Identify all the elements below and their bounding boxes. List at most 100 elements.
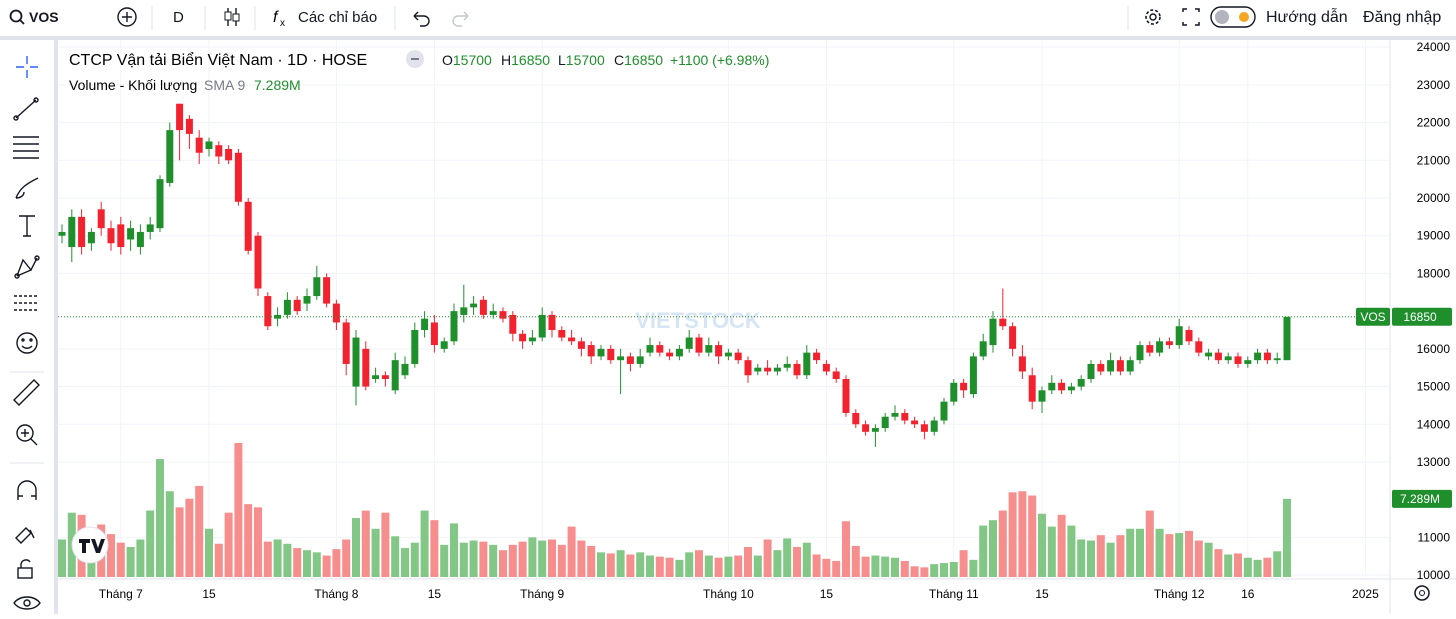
volume-bar [1263,557,1272,577]
volume-bar [597,552,605,577]
candle-body [430,322,438,346]
candle-body [479,299,487,315]
volume-bar [234,443,243,577]
candle-body [1136,345,1144,361]
volume-bar [851,545,860,577]
y-tick-label: 21000 [1417,153,1451,167]
y-tick-label: 13000 [1417,455,1451,469]
candle-body [156,179,164,229]
volume-bar [920,567,929,577]
candle-body [862,424,870,432]
volume-bar [783,538,792,577]
candle-body [460,307,468,315]
candle-body [146,224,154,232]
volume-bar [165,491,174,577]
candle-body [617,356,625,361]
volume-bar [969,559,978,577]
volume-bar [126,546,135,577]
candle-body [842,379,850,413]
y-tick-label: 18000 [1417,266,1451,280]
volume-bar [744,546,752,577]
candle-body [136,231,144,248]
candle-body [538,314,546,338]
volume-bar [695,550,703,577]
interval[interactable]: D [173,9,184,26]
candle-body [744,360,752,376]
login-link[interactable]: Đăng nhập [1363,9,1442,26]
volume-bar [459,542,468,577]
candle-body [626,356,634,364]
volume-value: 7.289M [254,77,301,93]
candle-body [421,318,429,330]
volume-bar [949,561,958,577]
candle-body [783,363,791,368]
candle-body [597,348,605,357]
symbol-badge-label: VOS [1360,310,1385,324]
candle-body [264,296,272,327]
y-tick-label: 16000 [1417,342,1451,356]
volume-bar [1273,551,1282,577]
volume-bar [381,512,390,577]
candle-body [381,375,389,380]
price-axis [1390,40,1456,614]
volume-bar [361,510,370,577]
guide-link[interactable]: Hướng dẫn [1266,9,1348,26]
volume-bar [1077,539,1086,577]
volume-bar [655,556,664,577]
x-tick-label: 16 [1241,587,1255,601]
candle-body [685,337,693,349]
volume-bar [1224,554,1233,577]
volume-bar [538,540,547,577]
y-tick-label: 24000 [1417,40,1451,54]
volume-bar [636,552,645,577]
volume-bar [332,549,341,577]
candle-body [1263,352,1271,361]
candle-body [1224,356,1232,361]
candle-body [705,345,713,353]
volume-bar [1018,491,1027,577]
candle-body [1058,382,1066,391]
candle-body [724,352,732,357]
candle-body [901,412,909,421]
indicators-button[interactable]: Các chỉ báo [298,9,378,26]
candle-body [1273,358,1281,361]
candle-body [577,341,585,349]
candle-body [911,420,919,425]
candle-body [166,130,174,183]
symbol-badge [1356,307,1390,326]
candle-body [1028,375,1036,402]
y-tick-label: 11000 [1418,530,1451,544]
candle-body [822,363,830,372]
volume-bar [704,555,713,577]
candle-body [234,152,242,202]
candle-body [78,216,86,248]
grid [58,40,1390,577]
candle-body [362,348,370,387]
candle-body [734,352,742,361]
watermark: VIETSTOCK [635,308,761,333]
volume-bar [577,540,586,577]
candle-body [499,311,507,319]
volume-bar [244,504,253,577]
ohlc-key: L [558,52,566,68]
symbol[interactable]: VOS [29,9,59,25]
x-tick-label: 15 [1035,587,1049,601]
volume-bar [146,510,155,577]
candle-body [372,375,380,380]
volume-bar [58,539,66,577]
candle-body [803,352,811,376]
candle-body [979,341,987,357]
volume-bar [1028,495,1037,577]
y-tick-label: 22000 [1417,116,1451,130]
x-tick-label: 15 [820,587,834,601]
volume-bar [881,556,890,577]
x-tick-label: Tháng 7 [99,587,143,601]
volume-bar [303,550,311,577]
ohlc-key: C [614,52,624,68]
volume-bar [1175,533,1184,577]
volume-badge-label: 7.289M [1400,492,1440,506]
volume-bar [802,542,811,577]
candle-body [195,137,203,153]
volume-bar [1047,526,1056,577]
candle-body [470,303,478,308]
